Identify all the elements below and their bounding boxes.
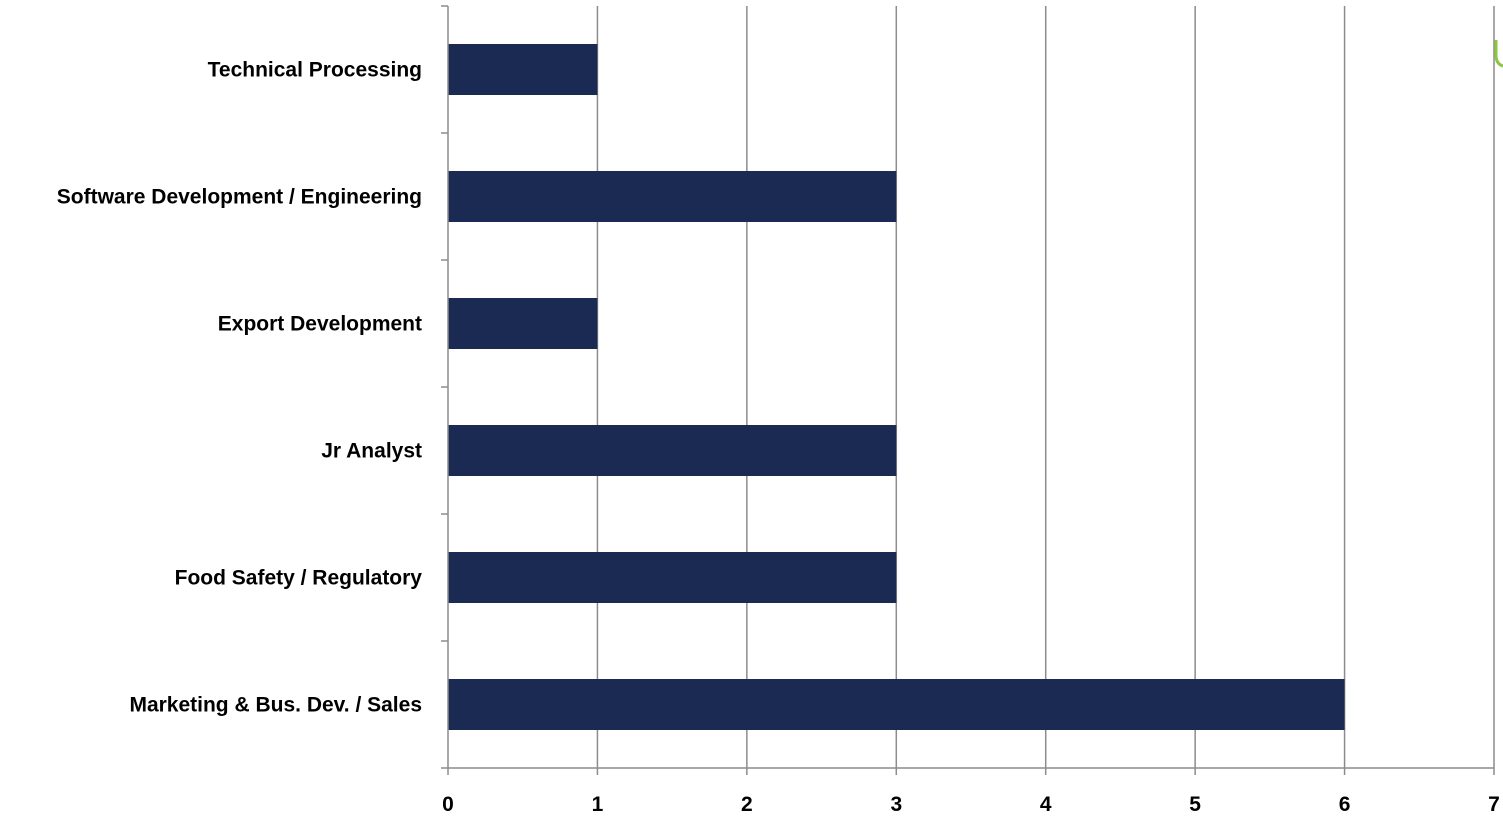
x-tick-label-6: 6	[1339, 793, 1351, 815]
category-label-1: Software Development / Engineering	[57, 186, 422, 209]
x-tick-label-7: 7	[1488, 793, 1500, 815]
category-labels: Technical Processing Software Development…	[57, 59, 423, 717]
bar-3	[448, 425, 897, 476]
bar-4	[448, 552, 897, 603]
x-tick-label-5: 5	[1189, 793, 1201, 815]
category-label-2: Export Development	[218, 313, 422, 336]
x-tick-label-4: 4	[1040, 793, 1052, 815]
x-tick-label-2: 2	[741, 793, 753, 815]
x-tick-label-0: 0	[442, 793, 454, 815]
frame-accent-decoration	[1494, 40, 1503, 68]
x-tick-label-1: 1	[592, 793, 604, 815]
bar-0	[448, 44, 598, 95]
bar-1	[448, 171, 897, 222]
category-label-5: Marketing & Bus. Dev. / Sales	[129, 694, 422, 717]
bar-2	[448, 298, 598, 349]
x-tick-label-3: 3	[890, 793, 902, 815]
axes	[441, 5, 1495, 775]
category-label-4: Food Safety / Regulatory	[175, 567, 423, 590]
x-tick-labels: 0 1 2 3 4 5 6 7	[442, 793, 1500, 816]
gridlines	[596, 6, 1495, 768]
bars	[448, 44, 1345, 730]
category-label-0: Technical Processing	[208, 59, 422, 82]
bar-5	[448, 679, 1345, 730]
category-label-3: Jr Analyst	[321, 440, 422, 463]
